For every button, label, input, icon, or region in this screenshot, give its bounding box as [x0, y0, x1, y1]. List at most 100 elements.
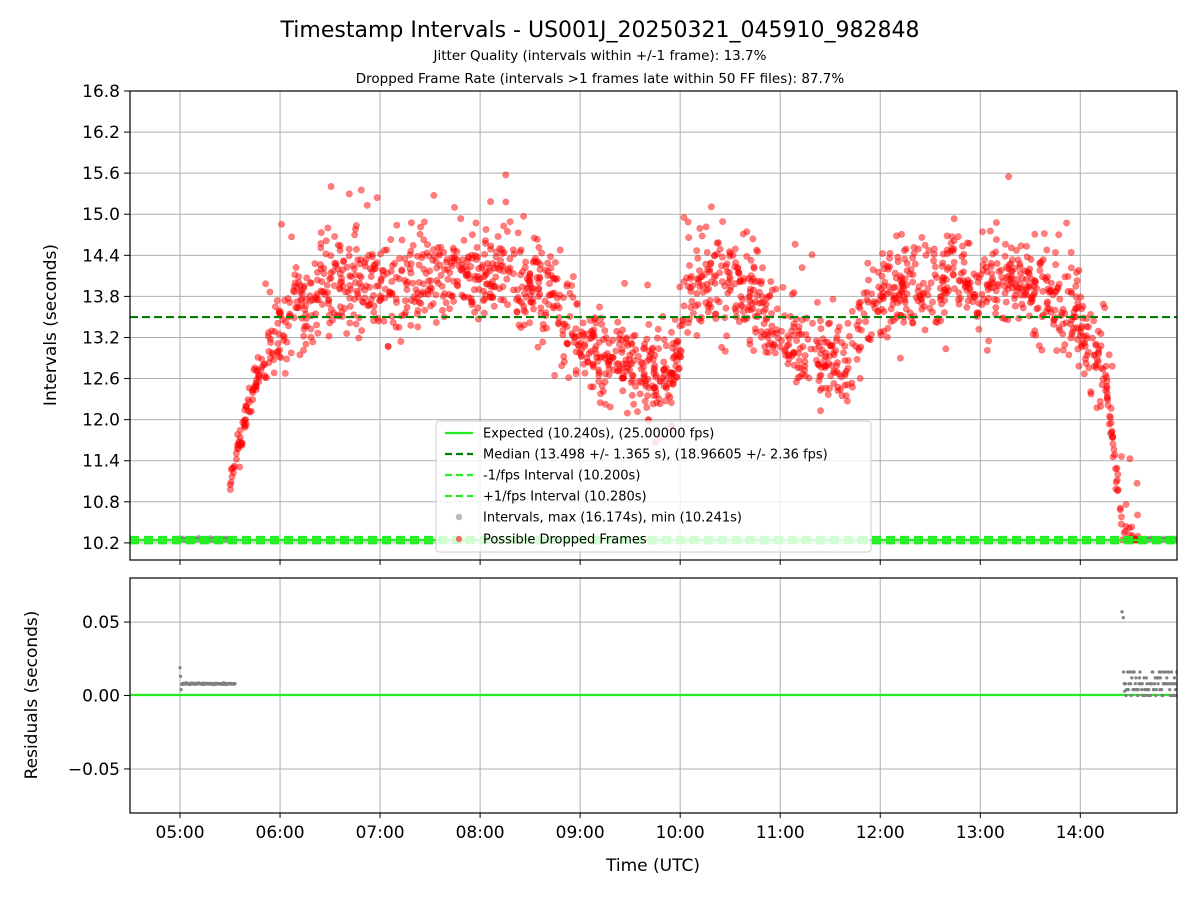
dropped-frame-point	[698, 232, 706, 240]
dropped-frame-point	[356, 272, 364, 280]
dropped-frame-point	[506, 218, 514, 226]
dropped-frame-point	[650, 384, 658, 392]
dropped-frame-point	[784, 360, 792, 368]
dropped-frame-point	[449, 244, 457, 252]
dropped-frame-point	[941, 289, 949, 297]
dropped-frame-point	[979, 266, 987, 274]
dropped-frame-point	[989, 279, 997, 287]
dropped-frame-point	[1105, 351, 1113, 359]
bottom-x-axis: 05:00 06:00 07:00 08:00 09:00 10:00 11:00 12:00…	[156, 813, 1105, 843]
dropped-frame-point	[821, 356, 829, 364]
dropped-frame-point	[1090, 317, 1098, 325]
dropped-frame-point	[963, 303, 971, 311]
dropped-frame-point	[856, 374, 864, 382]
dropped-frame-point	[826, 352, 834, 360]
dropped-frame-point	[1109, 440, 1117, 448]
dropped-frame-point	[771, 349, 779, 357]
dropped-frame-point	[769, 343, 777, 351]
dropped-frame-point	[534, 285, 542, 293]
dropped-frame-point	[556, 291, 564, 299]
dropped-frame-point	[795, 323, 803, 331]
dropped-frame-point	[747, 272, 755, 280]
dropped-frame-point	[896, 277, 904, 285]
dropped-frame-point	[320, 270, 328, 278]
dropped-frame-point	[407, 269, 415, 277]
dropped-frame-point	[242, 420, 250, 428]
dropped-frame-point	[833, 359, 841, 367]
dropped-frame-point	[423, 241, 431, 249]
dropped-frame-point	[896, 354, 904, 362]
dropped-frame-point	[687, 272, 695, 280]
dropped-frame-point	[407, 219, 415, 227]
dropped-frame-point	[1047, 279, 1055, 287]
residual-point	[1168, 688, 1172, 692]
dropped-frame-point	[430, 191, 438, 199]
dropped-frame-point	[870, 298, 878, 306]
dropped-frame-point	[808, 251, 816, 259]
dropped-frame-point	[446, 269, 454, 277]
dropped-frame-point	[358, 327, 366, 335]
dropped-frame-point	[1043, 246, 1051, 254]
dropped-frame-point	[577, 351, 585, 359]
dropped-frame-point	[572, 325, 580, 333]
dropped-frame-point	[325, 300, 333, 308]
dropped-frame-point	[623, 409, 631, 417]
dropped-frame-point	[704, 265, 712, 273]
dropped-frame-point	[886, 254, 894, 262]
dropped-frame-point	[346, 302, 354, 310]
dropped-frame-point	[536, 265, 544, 273]
dropped-frame-point	[595, 377, 603, 385]
dropped-frame-point	[514, 229, 522, 237]
dropped-frame-point	[975, 274, 983, 282]
dropped-frame-point	[295, 273, 303, 281]
dropped-frame-point	[307, 333, 315, 341]
dropped-frame-point	[595, 303, 603, 311]
dropped-frame-point	[327, 182, 335, 190]
dropped-frame-point	[515, 321, 523, 329]
dropped-frame-point	[569, 273, 577, 281]
dropped-frame-point	[601, 370, 609, 378]
residual-point	[1129, 682, 1133, 686]
dropped-frame-point	[386, 289, 394, 297]
dropped-frame-point	[949, 271, 957, 279]
residual-point	[1143, 693, 1147, 698]
dropped-frame-point	[599, 387, 607, 395]
dropped-frame-point	[230, 462, 238, 470]
dropped-frame-point	[490, 302, 498, 310]
dropped-frame-point	[388, 278, 396, 286]
dropped-frame-point	[1096, 397, 1104, 405]
dropped-frame-point	[845, 332, 853, 340]
dropped-frame-point	[666, 370, 674, 378]
dropped-frame-point	[1001, 252, 1009, 260]
dropped-frame-point	[922, 251, 930, 259]
dropped-frame-point	[802, 331, 810, 339]
dropped-frame-point	[826, 384, 834, 392]
dropped-frame-point	[509, 246, 517, 254]
dropped-frame-point	[864, 276, 872, 284]
dropped-frame-point	[1122, 500, 1130, 508]
dropped-frame-point	[530, 234, 538, 242]
dropped-frame-point	[1023, 253, 1031, 261]
dropped-frame-point	[500, 296, 508, 304]
dropped-frame-point	[494, 264, 502, 272]
dropped-frame-point	[595, 366, 603, 374]
dropped-frame-point	[1047, 288, 1055, 296]
dropped-frame-point	[718, 253, 726, 261]
dropped-frame-point	[924, 284, 932, 292]
dropped-frame-point	[644, 375, 652, 383]
dropped-frame-point	[1035, 342, 1043, 350]
dropped-frame-point	[869, 266, 877, 274]
dropped-frame-point	[357, 186, 365, 194]
dropped-frame-point	[1117, 513, 1125, 521]
dropped-frame-point	[433, 264, 441, 272]
dropped-frame-point	[321, 291, 329, 299]
dropped-frame-point	[684, 329, 692, 337]
dropped-frame-point	[526, 270, 534, 278]
dropped-frame-point	[1036, 259, 1044, 267]
dropped-frame-point	[654, 325, 662, 333]
dropped-frame-point	[890, 284, 898, 292]
dropped-frame-point	[578, 328, 586, 336]
dropped-frame-point	[244, 407, 252, 415]
dropped-frame-point	[373, 194, 381, 202]
dropped-frame-point	[943, 246, 951, 254]
